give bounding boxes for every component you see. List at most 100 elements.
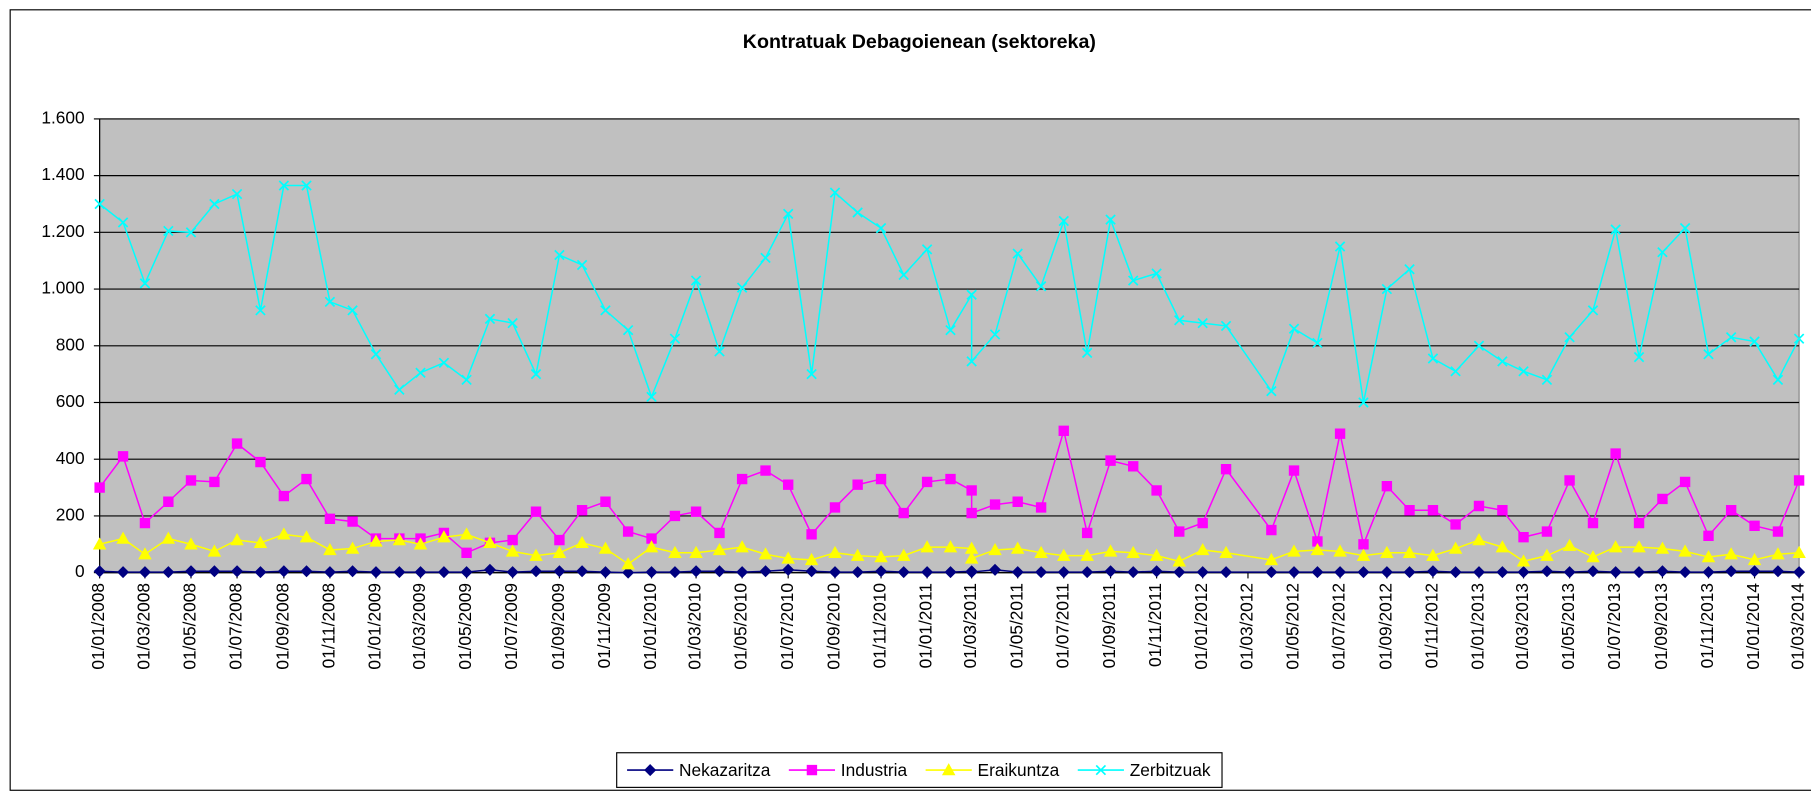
marker bbox=[484, 313, 496, 325]
marker bbox=[1103, 544, 1118, 557]
marker bbox=[117, 451, 129, 462]
marker bbox=[185, 227, 197, 238]
marker bbox=[323, 566, 336, 579]
marker bbox=[369, 534, 383, 547]
marker bbox=[461, 374, 472, 386]
marker bbox=[1358, 539, 1369, 550]
marker bbox=[1080, 548, 1094, 561]
marker bbox=[209, 198, 220, 210]
marker bbox=[668, 566, 681, 579]
marker bbox=[1381, 480, 1393, 492]
marker bbox=[1149, 548, 1164, 561]
y-tick-label: 200 bbox=[56, 505, 85, 525]
marker bbox=[1310, 542, 1325, 556]
marker bbox=[736, 473, 748, 485]
marker bbox=[599, 566, 612, 579]
marker bbox=[209, 476, 220, 488]
marker bbox=[92, 537, 107, 550]
marker bbox=[1541, 374, 1553, 386]
marker bbox=[1012, 496, 1023, 507]
marker bbox=[989, 329, 1001, 340]
x-tick-label: 01/01/2012 bbox=[1191, 583, 1211, 670]
marker bbox=[1724, 547, 1738, 560]
marker bbox=[1311, 566, 1324, 579]
marker bbox=[1034, 545, 1048, 558]
x-tick-label: 01/09/2013 bbox=[1651, 583, 1671, 670]
marker bbox=[1266, 524, 1277, 536]
marker bbox=[1564, 332, 1575, 343]
marker bbox=[598, 541, 613, 554]
legend-label: Nekazaritza bbox=[679, 760, 771, 780]
marker bbox=[184, 537, 198, 550]
marker bbox=[1195, 542, 1210, 556]
marker bbox=[1427, 353, 1439, 364]
marker bbox=[897, 566, 910, 579]
y-tick-label: 1.600 bbox=[41, 107, 84, 127]
marker bbox=[1793, 566, 1806, 579]
marker bbox=[1220, 566, 1233, 579]
marker bbox=[437, 530, 451, 543]
marker bbox=[1679, 222, 1691, 234]
marker bbox=[553, 565, 566, 578]
marker bbox=[161, 531, 176, 544]
marker bbox=[1403, 566, 1416, 579]
marker bbox=[185, 475, 197, 486]
marker bbox=[576, 565, 589, 578]
marker bbox=[507, 534, 518, 546]
x-tick-label: 01/01/2011 bbox=[916, 583, 936, 668]
marker bbox=[1081, 566, 1094, 579]
marker bbox=[1104, 565, 1117, 578]
marker bbox=[921, 566, 934, 579]
marker bbox=[1497, 505, 1508, 516]
marker bbox=[1312, 337, 1323, 349]
marker bbox=[1404, 263, 1415, 275]
marker bbox=[1220, 320, 1232, 332]
marker bbox=[255, 456, 266, 468]
marker bbox=[1473, 500, 1485, 512]
x-tick-label: 01/09/2010 bbox=[824, 583, 844, 670]
marker bbox=[944, 566, 957, 579]
marker bbox=[231, 188, 243, 200]
marker bbox=[945, 473, 956, 485]
marker bbox=[347, 516, 358, 527]
marker bbox=[735, 540, 749, 553]
x-tick-label: 01/05/2009 bbox=[455, 583, 475, 670]
x-tick-label: 01/05/2012 bbox=[1283, 583, 1303, 670]
legend-label: Zerbitzuak bbox=[1130, 760, 1211, 780]
marker bbox=[898, 269, 909, 281]
chart-title: Kontratuak Debagoienean (sektoreka) bbox=[743, 31, 1096, 53]
marker bbox=[1056, 548, 1071, 561]
marker bbox=[966, 507, 977, 519]
marker bbox=[646, 391, 657, 403]
marker bbox=[1772, 374, 1784, 386]
marker bbox=[93, 565, 106, 578]
marker bbox=[1792, 545, 1806, 558]
x-tick-label: 01/07/2008 bbox=[226, 583, 246, 670]
x-tick-label: 01/09/2011 bbox=[1099, 583, 1119, 668]
marker bbox=[1610, 224, 1621, 235]
marker bbox=[1150, 565, 1163, 578]
marker bbox=[1518, 366, 1529, 377]
legend-marker bbox=[644, 764, 657, 777]
marker bbox=[1127, 566, 1140, 579]
marker bbox=[483, 535, 497, 549]
marker bbox=[347, 305, 358, 316]
marker bbox=[1679, 566, 1692, 579]
y-tick-label: 800 bbox=[56, 334, 85, 354]
marker bbox=[1749, 520, 1760, 532]
marker bbox=[1334, 566, 1347, 579]
marker bbox=[1450, 519, 1461, 530]
marker bbox=[1562, 538, 1577, 551]
marker bbox=[438, 357, 450, 369]
marker bbox=[1357, 566, 1370, 579]
marker bbox=[1472, 533, 1486, 546]
y-tick-label: 400 bbox=[56, 448, 85, 468]
marker bbox=[1657, 246, 1668, 258]
marker bbox=[1151, 268, 1162, 279]
marker bbox=[782, 479, 794, 490]
marker bbox=[1703, 530, 1714, 541]
marker bbox=[1220, 463, 1232, 475]
marker bbox=[437, 566, 450, 579]
marker bbox=[301, 473, 312, 485]
x-tick-label: 01/05/2010 bbox=[731, 583, 751, 670]
